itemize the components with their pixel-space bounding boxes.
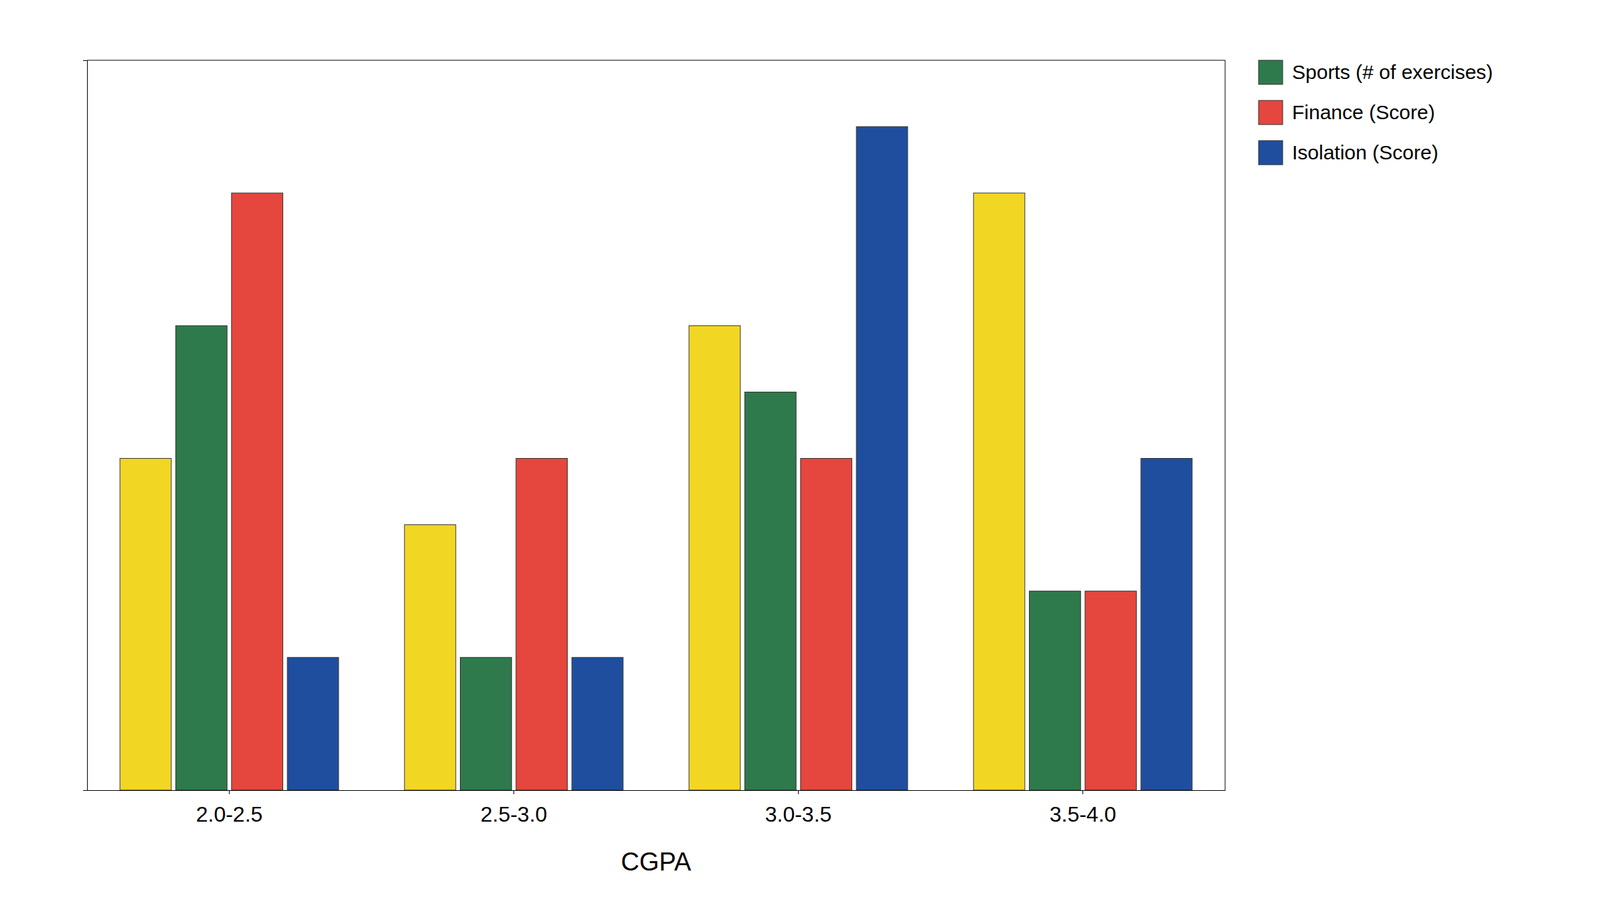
legend-swatch xyxy=(1258,100,1283,125)
series xyxy=(176,325,1082,790)
legend-swatch xyxy=(1258,140,1283,165)
x-tick: 2.5-3.0 xyxy=(480,789,548,827)
x-axis-title: CGPA xyxy=(621,847,693,876)
x-tick: 3.0-3.5 xyxy=(765,789,833,827)
bar xyxy=(176,325,228,790)
chart-svg: 2.0-2.5 2.5-3.0 3.0-3.5 3.5-4.0 CGPA Sports (… xyxy=(0,0,1600,904)
bar xyxy=(571,657,624,790)
chart-container: 2.0-2.5 2.5-3.0 3.0-3.5 3.5-4.0 CGPA Sports (… xyxy=(0,0,1600,904)
bar xyxy=(231,192,284,790)
x-tick: 2.0-2.5 xyxy=(196,789,264,827)
x-tick-label: 2.5-3.0 xyxy=(480,802,548,827)
bar xyxy=(287,657,339,790)
bar xyxy=(404,524,456,790)
x-axis: 2.0-2.5 2.5-3.0 3.0-3.5 3.5-4.0 xyxy=(87,789,1226,827)
legend-item: Finance (Score) xyxy=(1258,100,1435,125)
legend-item: Sports (# of exercises) xyxy=(1258,60,1493,85)
bar xyxy=(1029,591,1082,790)
x-tick-label: 2.0-2.5 xyxy=(196,802,264,827)
bar xyxy=(1085,591,1137,790)
legend-label: Sports (# of exercises) xyxy=(1292,60,1493,84)
x-axis-line xyxy=(87,789,1226,791)
plot-frame xyxy=(87,60,1226,61)
x-tick-mark xyxy=(797,789,799,794)
series xyxy=(231,192,1137,790)
legend-item: Isolation (Score) xyxy=(1258,140,1438,165)
x-tick-mark xyxy=(1082,789,1084,794)
x-tick: 3.5-4.0 xyxy=(1049,789,1117,827)
plot-area: 2.0-2.5 2.5-3.0 3.0-3.5 3.5-4.0 xyxy=(83,60,1226,827)
legend-swatch xyxy=(1258,60,1283,85)
bars xyxy=(119,126,1193,790)
bar xyxy=(1140,458,1193,790)
bar xyxy=(688,325,741,790)
y-axis xyxy=(83,60,88,791)
series xyxy=(287,126,1193,790)
x-tick-label: 3.5-4.0 xyxy=(1049,802,1117,827)
y-axis-line xyxy=(83,60,88,791)
bar xyxy=(119,458,172,790)
bar xyxy=(516,458,568,790)
x-tick-mark xyxy=(513,789,515,794)
legend: Sports (# of exercises) Finance (Score) Is… xyxy=(1258,60,1493,165)
legend-label: Isolation (Score) xyxy=(1292,141,1438,164)
bar xyxy=(800,458,853,790)
legend-label: Finance (Score) xyxy=(1292,101,1435,124)
bar xyxy=(745,391,797,790)
bar xyxy=(856,126,908,790)
bar xyxy=(973,192,1025,790)
x-tick-label: 3.0-3.5 xyxy=(765,802,833,827)
bar xyxy=(460,657,513,790)
x-tick-mark xyxy=(228,789,230,794)
plot-frame xyxy=(1225,60,1226,790)
